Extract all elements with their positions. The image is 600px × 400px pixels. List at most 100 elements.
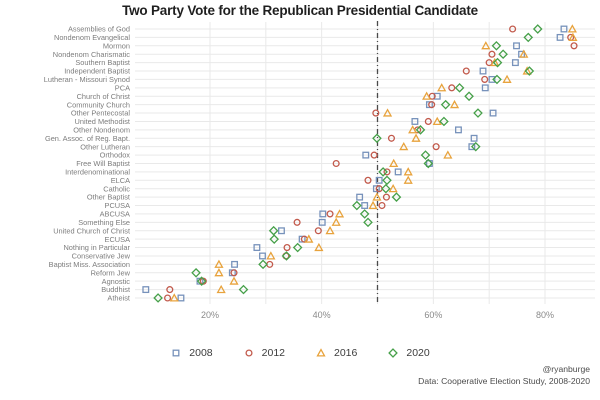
data-point — [253, 244, 261, 252]
data-point — [268, 225, 279, 236]
data-point — [443, 150, 453, 159]
data-point — [153, 293, 163, 303]
category-label: Independent Baptist — [64, 67, 130, 76]
data-point — [488, 75, 496, 83]
data-point — [216, 284, 226, 294]
x-tick-label: 60% — [424, 310, 442, 320]
data-point — [408, 125, 418, 134]
legend-item-2008: 2008 — [170, 347, 213, 359]
category-label: Community Church — [67, 100, 130, 109]
legend-item-2016: 2016 — [315, 347, 357, 359]
category-label: Baptist Miss. Association — [49, 260, 130, 269]
data-point — [382, 108, 393, 117]
data-point — [229, 276, 239, 285]
legend-label: 2012 — [261, 347, 285, 359]
data-point — [304, 234, 314, 243]
data-point — [142, 286, 150, 294]
data-point — [316, 348, 326, 357]
data-point — [470, 141, 481, 152]
data-point — [269, 234, 280, 244]
legend-item-2020: 2020 — [387, 347, 430, 359]
category-label: Agnostic — [102, 277, 131, 286]
data-point — [440, 99, 451, 110]
data-point — [513, 42, 520, 50]
category-label: Orthodox — [100, 151, 131, 160]
legend-triangle-icon — [316, 348, 326, 357]
data-point — [489, 109, 497, 117]
category-label: United Methodist — [75, 117, 130, 126]
data-point — [556, 33, 564, 41]
data-point — [334, 209, 345, 218]
data-point — [356, 193, 364, 201]
data-point — [293, 218, 301, 226]
data-point — [378, 201, 386, 210]
data-point — [387, 134, 396, 142]
data-point — [428, 92, 436, 100]
data-point — [359, 209, 370, 219]
data-point — [403, 175, 413, 184]
data-point — [266, 251, 276, 260]
data-point — [468, 143, 476, 151]
data-point — [432, 143, 440, 151]
data-point — [567, 24, 577, 33]
category-label: Interdenominational — [65, 168, 130, 177]
data-point — [523, 32, 534, 43]
legend-circle-icon — [245, 349, 253, 357]
data-point — [509, 25, 517, 33]
data-point — [454, 83, 465, 93]
category-label: Other Nondenom — [73, 125, 130, 134]
data-point — [389, 158, 399, 168]
category-label: Nondenom Evangelical — [54, 33, 130, 42]
attribution-handle: @ryanburge — [542, 364, 590, 374]
data-point — [372, 133, 382, 144]
data-point — [375, 176, 383, 184]
data-point — [524, 66, 535, 76]
data-point — [498, 49, 508, 60]
data-point — [448, 84, 456, 92]
data-point — [399, 141, 409, 151]
data-point — [411, 133, 421, 142]
data-point — [172, 349, 180, 357]
category-label: ELCA — [111, 176, 130, 185]
data-point — [425, 101, 433, 109]
data-point — [383, 168, 391, 176]
data-point — [314, 242, 324, 252]
category-label: ABCUSA — [100, 210, 130, 219]
data-point — [363, 217, 373, 228]
data-point — [382, 193, 390, 201]
data-point — [278, 227, 285, 235]
data-point — [479, 67, 487, 75]
legend-label: 2008 — [189, 347, 213, 359]
data-point — [245, 349, 253, 357]
data-point — [372, 192, 382, 201]
data-point — [352, 200, 362, 211]
category-label: Gen. Assoc. of Reg. Bapt. — [45, 134, 130, 143]
category-label: PCA — [115, 83, 130, 92]
data-point — [488, 50, 496, 58]
category-label: Church of Christ — [77, 92, 130, 101]
category-label: Nondenom Charismatic — [53, 50, 131, 59]
data-point — [388, 348, 399, 358]
data-point — [281, 251, 292, 261]
data-point — [164, 294, 172, 302]
category-label: Nothing in Particular — [63, 243, 130, 252]
category-label: Free Will Baptist — [76, 159, 130, 168]
category-label: Something Else — [78, 218, 130, 227]
data-point — [196, 276, 207, 286]
data-point — [378, 167, 388, 177]
data-point — [177, 294, 185, 302]
data-point — [314, 227, 322, 235]
data-point — [319, 210, 327, 218]
category-label: Lutheran - Missouri Synod — [44, 75, 130, 84]
x-tick-label: 80% — [536, 310, 554, 320]
data-point — [331, 217, 341, 226]
data-point — [169, 293, 179, 302]
category-label: Atheist — [107, 294, 130, 303]
legend: 2008 2012 2016 2020 — [0, 347, 600, 359]
data-point — [491, 40, 502, 51]
data-point — [464, 91, 474, 102]
data-point — [470, 134, 478, 142]
data-point — [420, 150, 431, 160]
